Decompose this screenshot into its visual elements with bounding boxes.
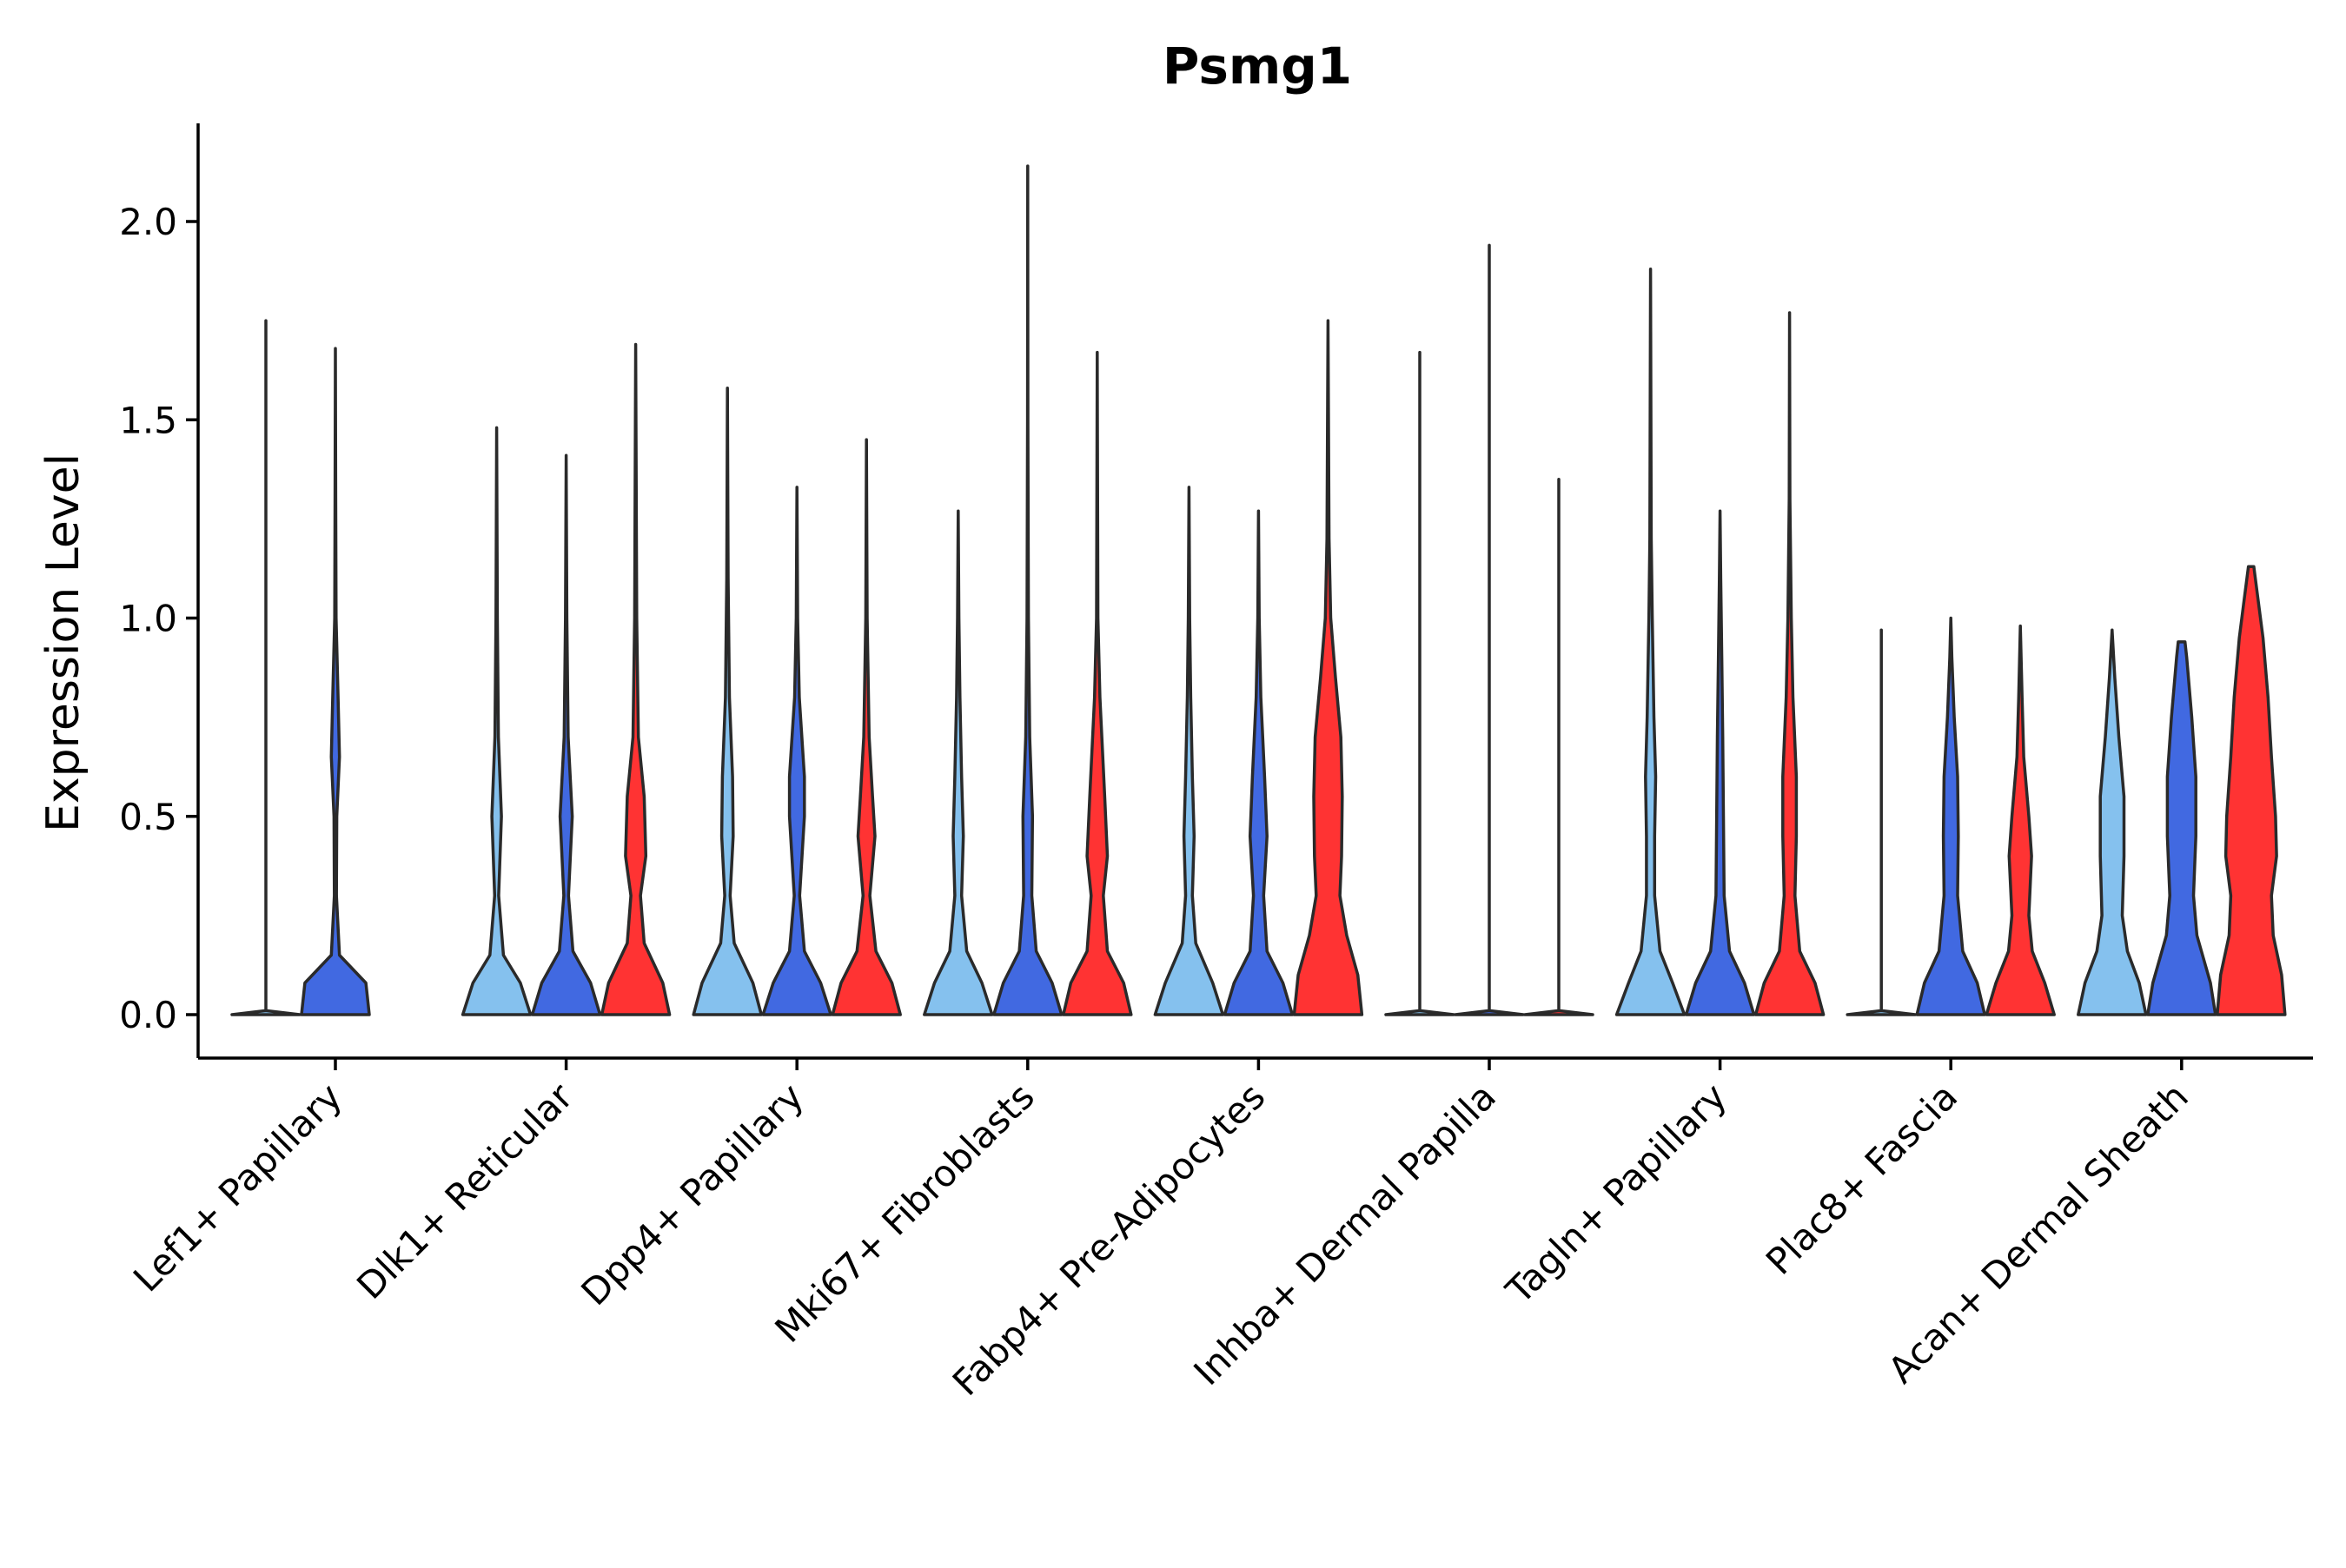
- y-tick-label: 1.5: [119, 399, 177, 441]
- violin-fabp4-pre-adipocytes-group-1: [1153, 486, 1225, 1016]
- chart-title: Psmg1: [1163, 36, 1352, 96]
- y-axis-label: Expression Level: [37, 453, 89, 832]
- y-tick-label: 0.0: [119, 994, 177, 1036]
- axes: [196, 123, 2313, 1060]
- violin-inhba-dermal-papilla-group-2: [1454, 243, 1525, 1016]
- violin-mki67-fibroblasts-group-2: [992, 164, 1064, 1016]
- violin-mki67-fibroblasts-group-1: [923, 509, 994, 1016]
- violin-lef1-papillary-group-2: [300, 347, 371, 1016]
- violin-tagln-papillary-group-2: [1684, 509, 1756, 1016]
- violin-inhba-dermal-papilla-group-3: [1523, 477, 1594, 1016]
- y-tick-label: 2.0: [119, 201, 177, 243]
- violin-plac8-fascia-group-2: [1915, 616, 1986, 1016]
- violin-dlk1-reticular-group-3: [600, 342, 672, 1016]
- y-tick-label: 1.0: [119, 598, 177, 640]
- violin-acan-dermal-sheath-group-1: [2077, 628, 2148, 1016]
- violin-mki67-fibroblasts-group-3: [1062, 350, 1133, 1016]
- violin-inhba-dermal-papilla-group-1: [1384, 350, 1455, 1016]
- x-tick-label: Lef1+ Papillary: [125, 1075, 350, 1300]
- violin-dlk1-reticular-group-2: [530, 453, 602, 1016]
- y-tick-label: 0.5: [119, 796, 177, 838]
- violin-layer: [230, 164, 2287, 1016]
- violin-dpp4-papillary-group-2: [761, 486, 832, 1016]
- x-tick-label: Mki67+ Fibroblasts: [766, 1075, 1042, 1350]
- x-tick-label: Dlk1+ Reticular: [348, 1075, 581, 1307]
- violin-fabp4-pre-adipocytes-group-2: [1223, 509, 1295, 1016]
- violin-lef1-papillary-group-1: [230, 319, 302, 1016]
- violin-tagln-papillary-group-1: [1614, 268, 1687, 1016]
- x-tick-label: Plac8+ Fascia: [1758, 1075, 1965, 1282]
- violin-acan-dermal-sheath-group-3: [2216, 565, 2287, 1016]
- violin-acan-dermal-sheath-group-2: [2146, 640, 2217, 1016]
- violin-plac8-fascia-group-3: [1985, 624, 2056, 1016]
- y-ticks: 0.0 0.5 1.0 1.5 2.0: [119, 201, 198, 1036]
- violin-dlk1-reticular-group-1: [461, 426, 533, 1016]
- violin-tagln-papillary-group-3: [1753, 311, 1826, 1016]
- x-tick-label: Tagln+ Papillary: [1497, 1075, 1734, 1312]
- violin-dpp4-papillary-group-1: [692, 386, 763, 1016]
- x-tick-label: Dpp4+ Papillary: [573, 1075, 812, 1313]
- violin-plac8-fascia-group-1: [1846, 628, 1917, 1016]
- violin-fabp4-pre-adipocytes-group-3: [1292, 319, 1364, 1016]
- violin-dpp4-papillary-group-3: [831, 438, 902, 1016]
